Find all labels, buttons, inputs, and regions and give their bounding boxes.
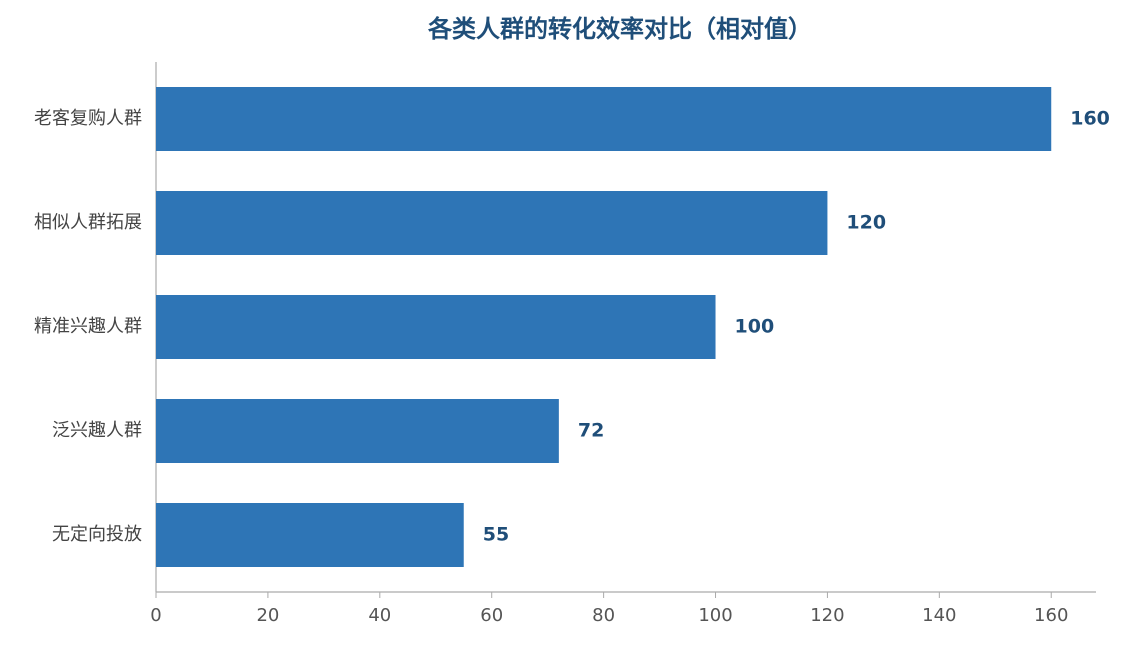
y-tick-label: 无定向投放 — [52, 524, 142, 545]
y-tick-label: 相似人群拓展 — [34, 212, 142, 233]
x-tick-label: 0 — [150, 605, 161, 626]
x-tick-label: 100 — [698, 605, 732, 626]
value-label: 120 — [846, 212, 886, 234]
bar — [156, 399, 559, 463]
x-tick-label: 20 — [256, 605, 279, 626]
value-label: 72 — [578, 420, 604, 442]
bar — [156, 503, 464, 567]
bar — [156, 191, 828, 255]
bar — [156, 87, 1052, 151]
x-tick-label: 60 — [480, 605, 503, 626]
value-label: 160 — [1070, 108, 1110, 130]
x-tick-label: 80 — [592, 605, 615, 626]
x-tick-label: 120 — [810, 605, 844, 626]
x-tick-label: 40 — [368, 605, 391, 626]
x-tick-label: 160 — [1034, 605, 1068, 626]
y-tick-label: 泛兴趣人群 — [52, 420, 142, 441]
value-label: 55 — [483, 524, 509, 546]
chart-title: 各类人群的转化效率对比（相对值） — [427, 15, 812, 43]
y-tick-label: 老客复购人群 — [34, 108, 142, 129]
value-label: 100 — [735, 316, 775, 338]
y-tick-label: 精准兴趣人群 — [34, 316, 142, 337]
x-tick-label: 140 — [922, 605, 956, 626]
bar — [156, 295, 716, 359]
